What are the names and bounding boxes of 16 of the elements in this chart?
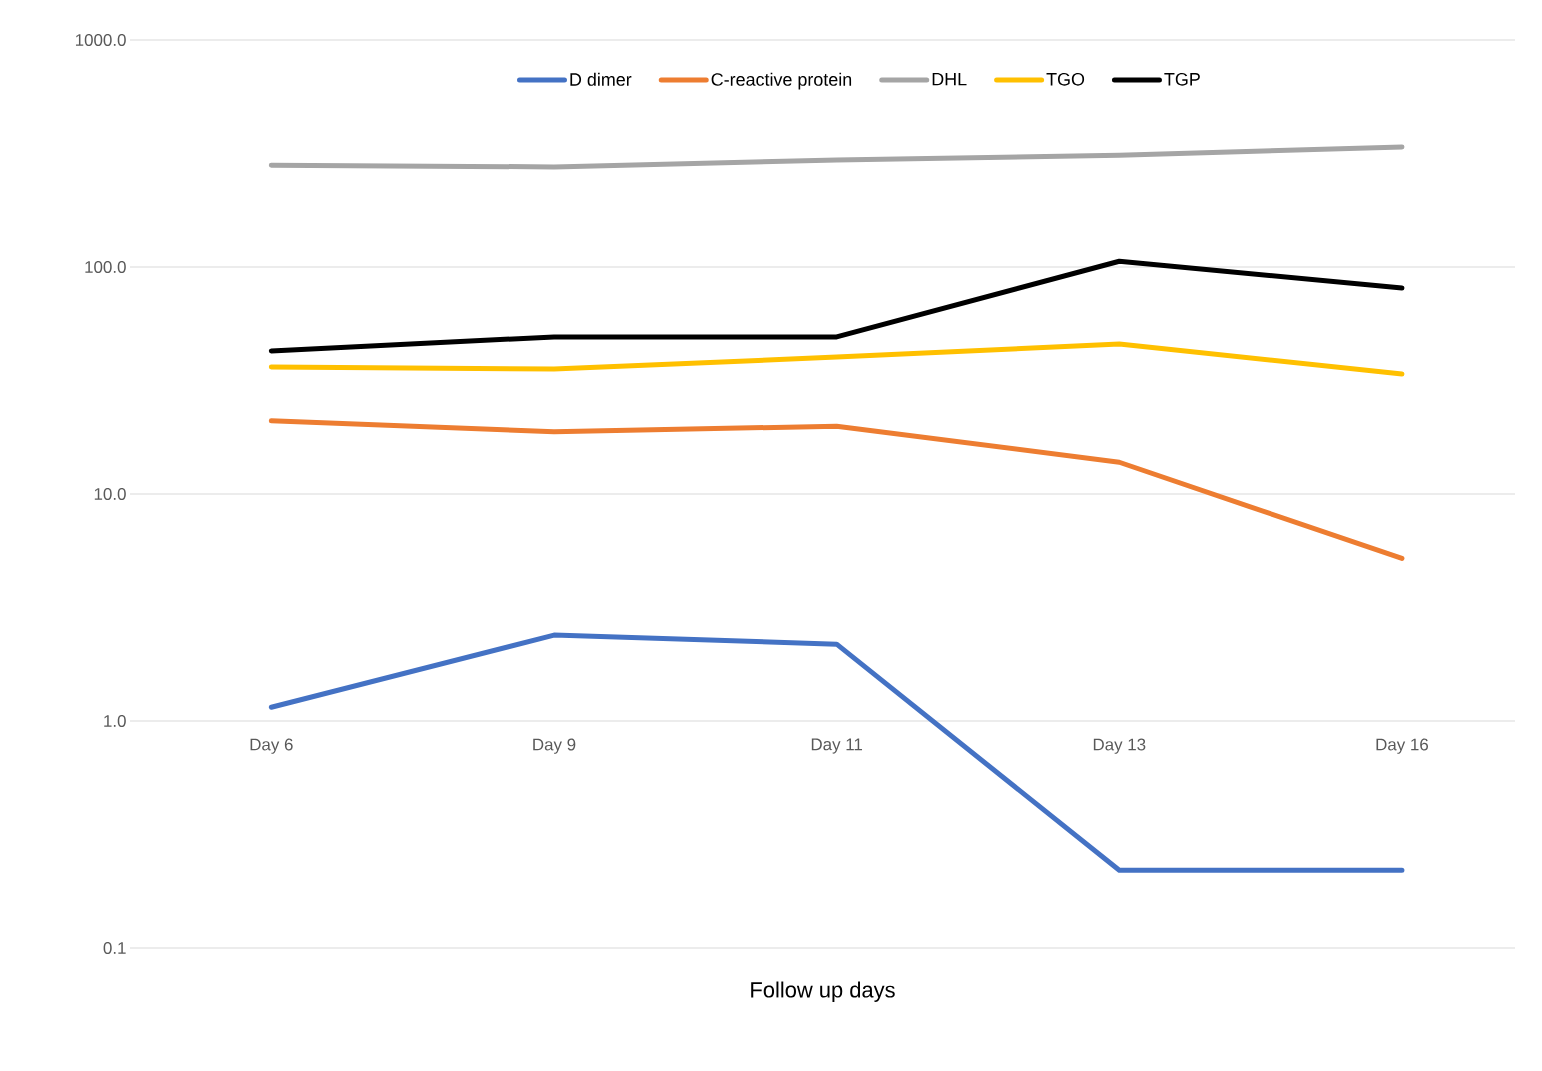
y-tick-label: 100.0 bbox=[85, 260, 126, 273]
x-tick-label: Day 13 bbox=[1093, 738, 1146, 754]
y-tick-label: 1000.0 bbox=[75, 33, 126, 46]
x-axis-title: Follow up days bbox=[751, 981, 895, 1002]
legend-label: TGP bbox=[1164, 72, 1200, 86]
y-tick-label: 1.0 bbox=[104, 715, 126, 727]
legend-label: TGO bbox=[1046, 72, 1085, 86]
y-tick-label: 0.1 bbox=[103, 942, 126, 954]
legend-label: D dimer bbox=[570, 72, 632, 86]
x-tick-label: Day 6 bbox=[250, 738, 293, 754]
legend-label: C-reactive protein bbox=[711, 72, 852, 90]
y-tick-label: 10.0 bbox=[94, 488, 126, 500]
x-tick-label: Day 9 bbox=[533, 738, 576, 754]
legend-label: DHL bbox=[932, 73, 967, 86]
x-tick-label: Day 11 bbox=[811, 738, 863, 754]
x-tick-label: Day 16 bbox=[1376, 738, 1429, 754]
